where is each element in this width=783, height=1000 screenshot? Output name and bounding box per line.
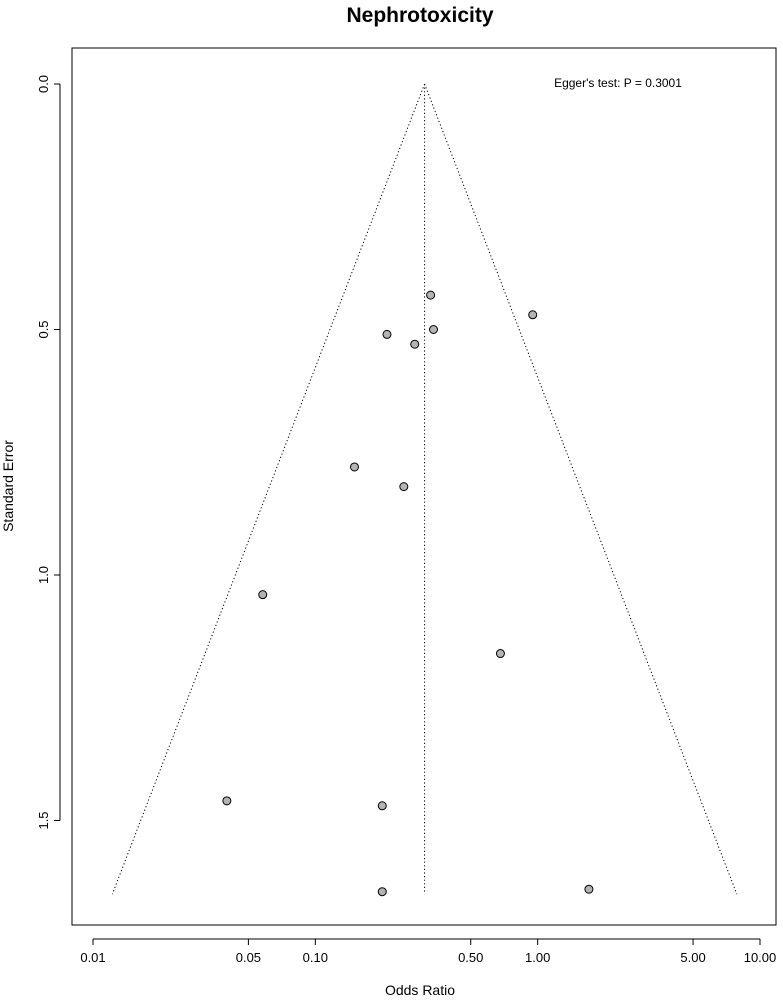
study-point — [428, 325, 438, 334]
y-axis-label: Standard Error — [0, 440, 16, 532]
study-point — [377, 801, 387, 811]
points-layer — [222, 290, 594, 897]
y-tick-label: 0.5 — [36, 320, 51, 338]
y-axis: 0.0 0.5 1.0 1.5 — [36, 75, 61, 830]
chart-title: Nephrotoxicity — [346, 4, 493, 27]
study-point — [495, 649, 505, 659]
x-tick-label: 0.50 — [458, 950, 483, 965]
study-point — [377, 887, 387, 897]
study-point — [410, 339, 420, 349]
x-tick-label: 5.00 — [680, 950, 705, 965]
study-point — [426, 290, 436, 300]
plot-frame — [71, 47, 777, 926]
y-tick-label: 1.0 — [36, 566, 51, 584]
study-point — [349, 462, 359, 472]
study-point — [528, 310, 538, 320]
funnel-left-limit — [111, 83, 426, 895]
x-tick-label: 1.00 — [525, 950, 550, 965]
x-tick-label: 0.10 — [303, 950, 328, 965]
eggers-test-annotation: Egger's test: P = 0.3001 — [554, 76, 682, 90]
study-point — [584, 884, 594, 894]
x-axis-label: Odds Ratio — [385, 982, 455, 998]
funnel-right-limit — [424, 83, 738, 895]
study-point — [399, 482, 409, 492]
funnel-layer — [111, 83, 738, 895]
x-tick-label: 0.01 — [80, 950, 105, 965]
study-point — [382, 329, 392, 339]
x-tick-label: 10.00 — [744, 950, 777, 965]
y-tick-label: 1.5 — [36, 811, 51, 829]
study-point — [258, 590, 268, 600]
study-point — [222, 796, 232, 806]
x-tick-label: 0.05 — [236, 950, 261, 965]
x-axis: 0.01 0.05 0.10 0.50 1.00 5.00 10.00 — [80, 938, 777, 965]
y-tick-label: 0.0 — [36, 75, 51, 93]
